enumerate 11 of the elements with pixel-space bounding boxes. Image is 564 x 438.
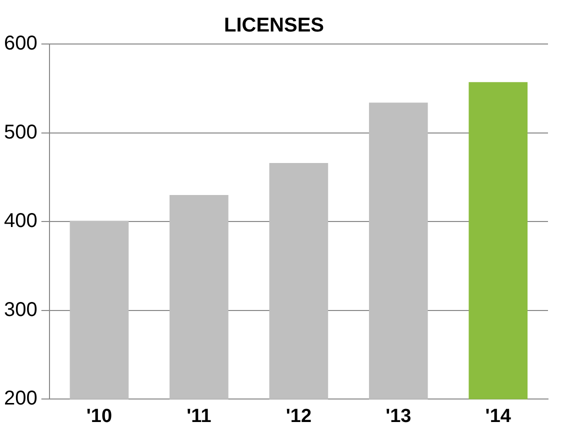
- x-tick-label: '10: [86, 406, 112, 427]
- chart-title: LICENSES: [224, 14, 324, 37]
- y-tick-label: 400: [4, 210, 38, 232]
- x-tick-label: '11: [186, 406, 212, 427]
- x-tick-label: '13: [386, 406, 412, 427]
- y-tick-label: 200: [4, 388, 38, 410]
- y-tick-label: 300: [4, 298, 38, 321]
- y-tick-label: 600: [4, 32, 38, 55]
- x-tick-label: '14: [485, 406, 512, 427]
- x-tick-label: '12: [286, 406, 312, 427]
- y-tick-label: 500: [4, 121, 38, 144]
